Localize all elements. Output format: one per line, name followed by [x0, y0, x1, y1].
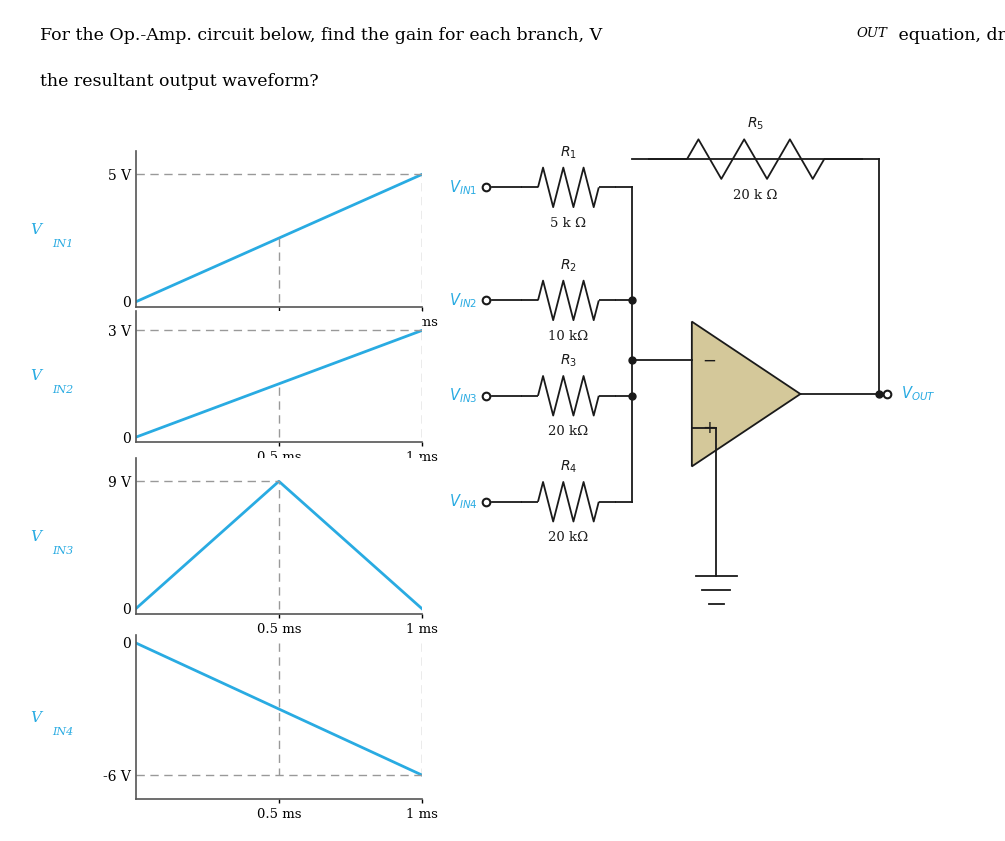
Text: 20 kΩ: 20 kΩ: [549, 532, 589, 544]
Text: $V_{OUT}$: $V_{OUT}$: [900, 384, 936, 404]
Text: −: −: [702, 352, 717, 369]
Text: $V_{IN4}$: $V_{IN4}$: [449, 492, 477, 511]
Text: $R_3$: $R_3$: [560, 352, 577, 369]
Text: $R_1$: $R_1$: [560, 144, 577, 161]
Text: equation, draw: equation, draw: [892, 28, 1005, 45]
Text: 20 kΩ: 20 kΩ: [549, 426, 589, 438]
Text: IN3: IN3: [52, 546, 73, 556]
Text: $V_{IN1}$: $V_{IN1}$: [449, 178, 477, 197]
Text: +: +: [702, 419, 717, 436]
Text: IN4: IN4: [52, 727, 73, 737]
Text: $V_{IN2}$: $V_{IN2}$: [449, 291, 477, 309]
Text: 10 kΩ: 10 kΩ: [549, 330, 589, 343]
Text: 5 k Ω: 5 k Ω: [551, 217, 586, 230]
Text: $R_2$: $R_2$: [560, 257, 577, 273]
Text: V: V: [30, 369, 41, 383]
Text: IN2: IN2: [52, 384, 73, 394]
Text: 20 k Ω: 20 k Ω: [734, 188, 778, 202]
Text: the resultant output waveform?: the resultant output waveform?: [40, 73, 319, 90]
Text: $V_{IN3}$: $V_{IN3}$: [449, 386, 477, 405]
Text: For the Op.-Amp. circuit below, find the gain for each branch, V: For the Op.-Amp. circuit below, find the…: [40, 28, 602, 45]
Text: IN1: IN1: [52, 239, 73, 249]
Text: $R_5$: $R_5$: [747, 116, 764, 132]
Polygon shape: [691, 321, 800, 467]
Text: V: V: [30, 711, 41, 726]
Text: V: V: [30, 223, 41, 237]
Text: OUT: OUT: [856, 28, 887, 40]
Text: $R_4$: $R_4$: [560, 458, 577, 475]
Text: V: V: [30, 530, 41, 544]
